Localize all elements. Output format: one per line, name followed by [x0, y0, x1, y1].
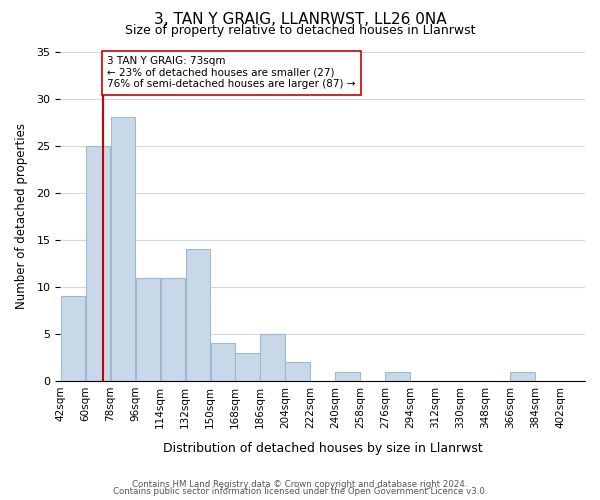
Bar — [136, 278, 160, 381]
Text: Contains HM Land Registry data © Crown copyright and database right 2024.: Contains HM Land Registry data © Crown c… — [132, 480, 468, 489]
Bar — [86, 146, 110, 381]
Text: 3, TAN Y GRAIG, LLANRWST, LL26 0NA: 3, TAN Y GRAIG, LLANRWST, LL26 0NA — [154, 12, 446, 28]
Bar — [286, 362, 310, 381]
Y-axis label: Number of detached properties: Number of detached properties — [15, 124, 28, 310]
Bar — [110, 118, 135, 381]
Bar — [61, 296, 85, 381]
Bar — [161, 278, 185, 381]
Text: 3 TAN Y GRAIG: 73sqm
← 23% of detached houses are smaller (27)
76% of semi-detac: 3 TAN Y GRAIG: 73sqm ← 23% of detached h… — [107, 56, 356, 90]
Bar — [235, 353, 260, 381]
Text: Contains public sector information licensed under the Open Government Licence v3: Contains public sector information licen… — [113, 488, 487, 496]
Bar — [185, 250, 210, 381]
Bar — [335, 372, 360, 381]
X-axis label: Distribution of detached houses by size in Llanrwst: Distribution of detached houses by size … — [163, 442, 482, 455]
Bar — [260, 334, 285, 381]
Bar — [511, 372, 535, 381]
Bar — [385, 372, 410, 381]
Bar — [211, 344, 235, 381]
Text: Size of property relative to detached houses in Llanrwst: Size of property relative to detached ho… — [125, 24, 475, 37]
